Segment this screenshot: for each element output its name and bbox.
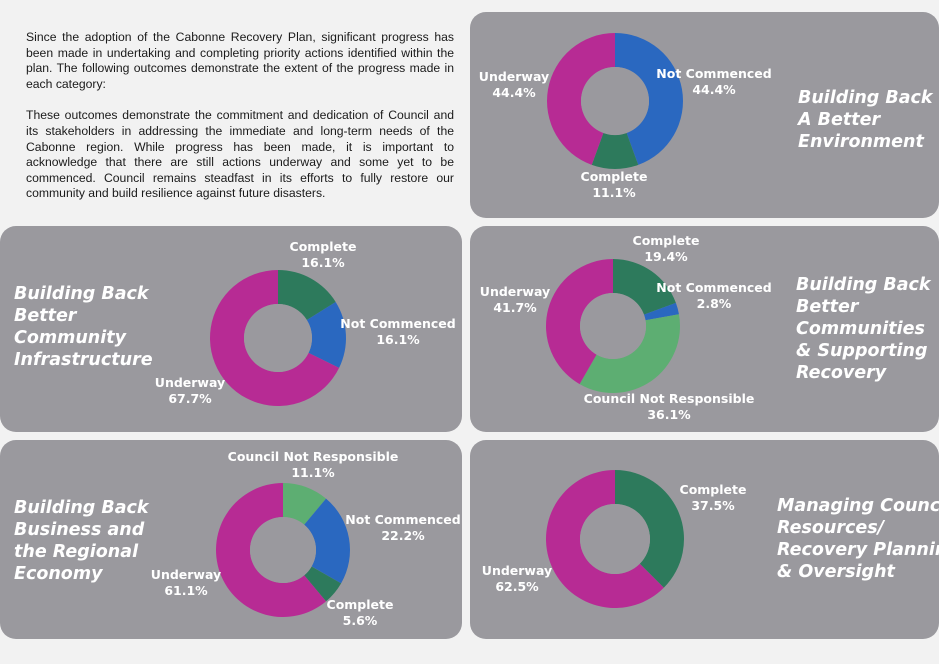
- slice-council-not-responsible: [579, 314, 680, 393]
- slice-label-name: Complete: [290, 239, 357, 254]
- title-line: Resources/: [777, 518, 885, 538]
- slice-label-percent: 16.1%: [376, 332, 420, 347]
- title-line: Infrastructure: [14, 350, 153, 370]
- title-line: Community: [14, 328, 127, 348]
- slice-council-not-responsible: [283, 483, 327, 525]
- slice-label-name: Not Commenced: [656, 66, 771, 81]
- title-line: Better: [796, 297, 859, 317]
- slice-label-percent: 11.1%: [592, 185, 636, 200]
- slice-label-name: Not Commenced: [340, 316, 455, 331]
- slice-label-percent: 37.5%: [691, 498, 735, 513]
- panel-title: Building Back Better Communities & Suppo…: [796, 274, 931, 384]
- panel-council-resources: Complete 37.5% Underway 62.5% Managing Coun…: [470, 440, 939, 639]
- slice-label-percent: 11.1%: [291, 465, 335, 480]
- title-line: Communities: [796, 319, 925, 339]
- slice-underway: [209, 270, 340, 406]
- slice-complete: [613, 259, 676, 315]
- title-line: Building Back: [796, 275, 931, 295]
- title-line: A Better: [798, 110, 881, 130]
- intro-paragraph-2: These outcomes demonstrate the commitmen…: [26, 108, 454, 201]
- slice-label-percent: 44.4%: [692, 82, 736, 97]
- panel-title: Building Back Business and the Regional …: [14, 497, 149, 585]
- donut-hole: [581, 67, 649, 135]
- slice-underway: [546, 470, 664, 608]
- slice-label-percent: 16.1%: [301, 255, 345, 270]
- slice-label-percent: 5.6%: [343, 613, 378, 628]
- panel-title: Building Back A Better Environment: [798, 87, 933, 153]
- title-line: Recovery: [796, 363, 887, 383]
- slice-label-percent: 22.2%: [381, 528, 425, 543]
- slice-underway: [215, 483, 327, 617]
- title-line: Recovery Planning: [777, 540, 939, 560]
- slice-label-name: Underway: [479, 69, 549, 84]
- title-line: Environment: [798, 132, 924, 152]
- panel-communities-recovery: Complete 19.4% Not Commenced 2.8% Council No…: [470, 226, 939, 432]
- panel-business-economy: Council Not Responsible 11.1% Not Commence…: [0, 440, 462, 639]
- slice-label-name: Complete: [633, 233, 700, 248]
- donut-hole: [250, 517, 316, 583]
- slice-label-percent: 36.1%: [647, 407, 691, 422]
- title-line: & Supporting: [796, 341, 928, 361]
- slice-label-name: Underway: [482, 563, 552, 578]
- intro-paragraph-1: Since the adoption of the Cabonne Recove…: [26, 30, 454, 91]
- title-line: Better: [14, 306, 77, 326]
- slice-label-name: Complete: [581, 169, 648, 184]
- slice-label-name: Council Not Responsible: [584, 391, 755, 406]
- title-line: Building Back: [14, 284, 149, 304]
- slice-label-percent: 44.4%: [492, 85, 536, 100]
- title-line: Building Back: [798, 88, 933, 108]
- slice-label-name: Complete: [327, 597, 394, 612]
- slice-label-name: Not Commenced: [345, 512, 460, 527]
- slice-label-name: Not Commenced: [656, 280, 771, 295]
- slice-complete: [615, 470, 684, 588]
- slice-not-commenced: [306, 301, 346, 368]
- donut-chart-environment: Not Commenced44.4%Complete11.1%Underway4…: [479, 33, 772, 200]
- slice-label-name: Underway: [151, 567, 221, 582]
- slice-not-commenced: [304, 498, 350, 584]
- title-line: Business and: [14, 520, 145, 540]
- donut-hole: [580, 293, 646, 359]
- slice-not-commenced: [615, 33, 683, 165]
- slice-label-name: Underway: [155, 375, 225, 390]
- panel-title: Managing Council Resources/ Recovery Pla…: [777, 495, 939, 583]
- slice-label-percent: 67.7%: [168, 391, 212, 406]
- slice-underway: [547, 33, 615, 165]
- slice-label-name: Underway: [480, 284, 550, 299]
- donut-hole: [244, 304, 312, 372]
- slice-label-percent: 19.4%: [644, 249, 688, 264]
- slice-underway: [546, 259, 613, 385]
- slice-label-percent: 61.1%: [164, 583, 208, 598]
- title-line: the Regional: [14, 542, 139, 562]
- title-line: & Oversight: [777, 562, 895, 582]
- panel-environment: Not Commenced 44.4% Complete 11.1% Underway 4…: [470, 12, 939, 218]
- intro-text: Since the adoption of the Cabonne Recove…: [26, 30, 454, 218]
- panel-title: Building Back Better Community Infrastru…: [14, 283, 153, 371]
- slice-complete: [278, 270, 336, 320]
- slice-label-name: Complete: [680, 482, 747, 497]
- title-line: Building Back: [14, 498, 149, 518]
- title-line: Managing Council: [777, 496, 939, 516]
- panel-community-infrastructure: Complete 16.1% Not Commenced 16.1% Underway 6…: [0, 226, 462, 432]
- slice-complete: [591, 132, 639, 169]
- donut-hole: [580, 504, 650, 574]
- title-line: Economy: [14, 564, 103, 584]
- slice-label-percent: 41.7%: [493, 300, 537, 315]
- slice-label-name: Council Not Responsible: [228, 449, 399, 464]
- slice-complete: [304, 566, 342, 602]
- slice-not-commenced: [643, 302, 679, 321]
- slice-label-percent: 62.5%: [495, 579, 539, 594]
- slice-label-percent: 2.8%: [697, 296, 732, 311]
